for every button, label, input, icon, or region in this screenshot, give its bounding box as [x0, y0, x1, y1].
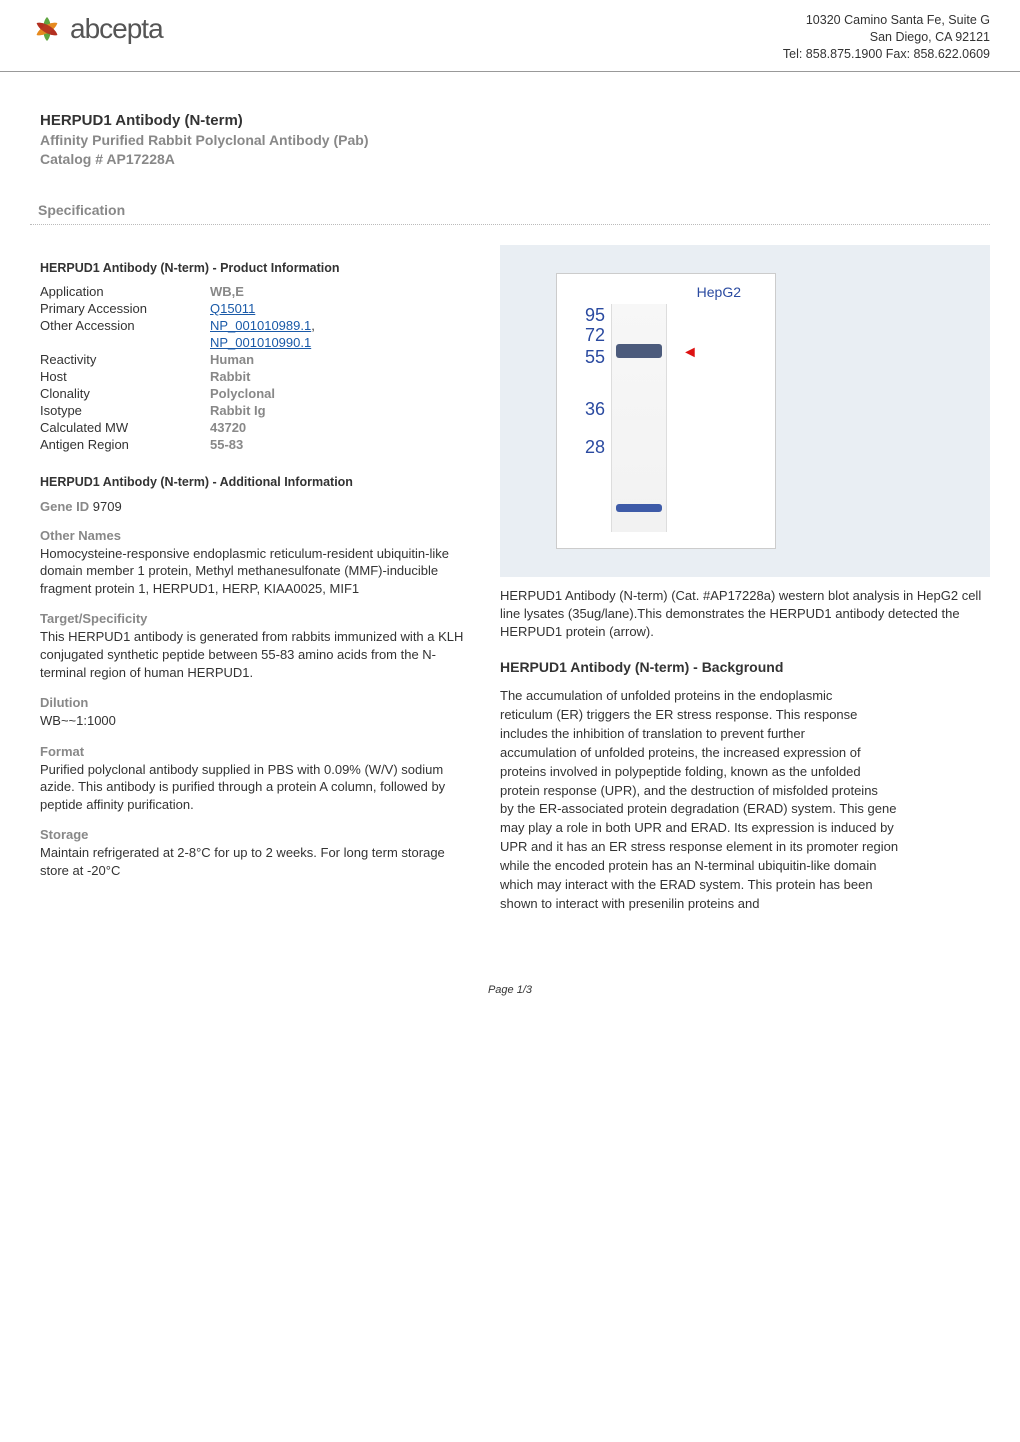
info-key: Calculated MW	[40, 419, 210, 436]
info-value: Rabbit Ig	[210, 402, 470, 419]
info-key: Clonality	[40, 385, 210, 402]
figure-caption: HERPUD1 Antibody (N-term) (Cat. #AP17228…	[500, 587, 990, 642]
info-value: 43720	[210, 419, 470, 436]
info-key: Host	[40, 368, 210, 385]
ladder-mark: 28	[585, 438, 605, 456]
right-column: HepG2 95 72 55 36 28 ◄ HERPUD1 Antibody (N-t…	[500, 245, 990, 914]
logo-icon	[30, 12, 64, 46]
background-heading: HERPUD1 Antibody (N-term) - Background	[500, 659, 990, 675]
section-specification: Specification	[30, 198, 990, 225]
info-value: Human	[210, 351, 470, 368]
storage-text: Maintain refrigerated at 2-8°C for up to…	[40, 844, 470, 879]
info-value: Rabbit	[210, 368, 470, 385]
address-line: 10320 Camino Santa Fe, Suite G	[783, 12, 990, 29]
western-blot-figure: HepG2 95 72 55 36 28 ◄	[500, 245, 990, 577]
format-heading: Format	[40, 744, 470, 759]
target-text: This HERPUD1 antibody is generated from …	[40, 628, 470, 681]
info-key: Antigen Region	[40, 436, 210, 453]
product-subtitle: Affinity Purified Rabbit Polyclonal Anti…	[40, 131, 990, 151]
product-info-table: ApplicationWB,EPrimary AccessionQ15011Ot…	[40, 283, 470, 453]
other-names-heading: Other Names	[40, 528, 470, 543]
background-text: The accumulation of unfolded proteins in…	[500, 687, 990, 913]
blot-band	[616, 344, 662, 358]
info-key	[40, 334, 210, 351]
info-row: Calculated MW43720	[40, 419, 470, 436]
molecular-weight-ladder: 95 72 55 36 28	[569, 304, 605, 456]
info-key: Isotype	[40, 402, 210, 419]
info-row: ReactivityHuman	[40, 351, 470, 368]
info-key: Application	[40, 283, 210, 300]
product-title-block: HERPUD1 Antibody (N-term) Affinity Purif…	[0, 72, 1020, 180]
info-value: NP_001010989.1,	[210, 317, 470, 334]
address-line: San Diego, CA 92121	[783, 29, 990, 46]
detection-arrow-icon: ◄	[682, 344, 698, 362]
info-row: Other AccessionNP_001010989.1,	[40, 317, 470, 334]
info-row: HostRabbit	[40, 368, 470, 385]
info-key: Primary Accession	[40, 300, 210, 317]
blot-band	[616, 504, 662, 512]
info-row: NP_001010990.1	[40, 334, 470, 351]
blot-body: 95 72 55 36 28 ◄	[569, 304, 763, 532]
info-value: NP_001010990.1	[210, 334, 470, 351]
dilution-text: WB~~1:1000	[40, 712, 470, 730]
info-row: Primary AccessionQ15011	[40, 300, 470, 317]
left-column: HERPUD1 Antibody (N-term) - Product Info…	[40, 245, 470, 914]
gene-id-value: 9709	[93, 499, 122, 514]
ladder-mark: 55	[585, 348, 605, 366]
info-row: ApplicationWB,E	[40, 283, 470, 300]
dilution-heading: Dilution	[40, 695, 470, 710]
company-logo: abcepta	[30, 12, 163, 46]
info-row: Antigen Region55-83	[40, 436, 470, 453]
info-value: WB,E	[210, 283, 470, 300]
blot-card: HepG2 95 72 55 36 28 ◄	[556, 273, 776, 549]
info-key: Reactivity	[40, 351, 210, 368]
ladder-mark: 95	[585, 306, 605, 324]
accession-link[interactable]: Q15011	[210, 301, 255, 316]
additional-info-heading: HERPUD1 Antibody (N-term) - Additional I…	[40, 475, 470, 489]
info-key: Other Accession	[40, 317, 210, 334]
company-name: abcepta	[70, 13, 163, 45]
gene-id-row: Gene ID 9709	[40, 499, 470, 514]
company-address: 10320 Camino Santa Fe, Suite G San Diego…	[783, 12, 990, 63]
info-value: 55-83	[210, 436, 470, 453]
gene-id-label: Gene ID	[40, 499, 89, 514]
target-heading: Target/Specificity	[40, 611, 470, 626]
ladder-mark: 36	[585, 400, 605, 418]
catalog-number: Catalog # AP17228A	[40, 150, 990, 170]
other-names-text: Homocysteine-responsive endoplasmic reti…	[40, 545, 470, 598]
content-columns: HERPUD1 Antibody (N-term) - Product Info…	[0, 225, 1020, 924]
info-row: IsotypeRabbit Ig	[40, 402, 470, 419]
blot-sample-label: HepG2	[569, 284, 763, 300]
product-info-heading: HERPUD1 Antibody (N-term) - Product Info…	[40, 261, 470, 275]
accession-link[interactable]: NP_001010990.1	[210, 335, 311, 350]
info-value: Polyclonal	[210, 385, 470, 402]
ladder-mark: 72	[585, 326, 605, 344]
format-text: Purified polyclonal antibody supplied in…	[40, 761, 470, 814]
page-header: abcepta 10320 Camino Santa Fe, Suite G S…	[0, 0, 1020, 72]
blot-lane: ◄	[611, 304, 667, 532]
info-value: Q15011	[210, 300, 470, 317]
page-footer: Page 1/3	[0, 924, 1020, 1014]
product-title: HERPUD1 Antibody (N-term)	[40, 112, 990, 129]
info-row: ClonalityPolyclonal	[40, 385, 470, 402]
storage-heading: Storage	[40, 827, 470, 842]
address-line: Tel: 858.875.1900 Fax: 858.622.0609	[783, 46, 990, 63]
accession-link[interactable]: NP_001010989.1	[210, 318, 311, 333]
